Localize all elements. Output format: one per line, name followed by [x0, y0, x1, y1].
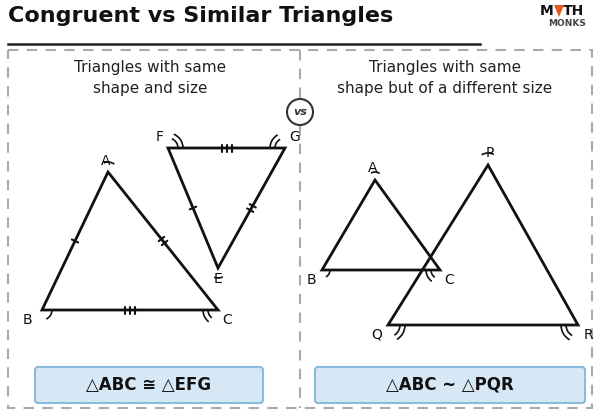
Text: Triangles with same
shape and size: Triangles with same shape and size: [74, 60, 226, 96]
Text: Triangles with same
shape but of a different size: Triangles with same shape but of a diffe…: [337, 60, 553, 96]
Text: △ABC ~ △PQR: △ABC ~ △PQR: [386, 376, 514, 394]
Text: M: M: [540, 4, 554, 18]
Text: MONKS: MONKS: [548, 19, 586, 28]
Text: C: C: [444, 273, 454, 287]
Text: B: B: [22, 313, 32, 327]
Text: F: F: [156, 130, 164, 144]
Circle shape: [287, 99, 313, 125]
Text: G: G: [289, 130, 300, 144]
FancyBboxPatch shape: [35, 367, 263, 403]
Text: A: A: [101, 154, 111, 168]
Text: △ABC ≅ △EFG: △ABC ≅ △EFG: [86, 376, 212, 394]
Text: C: C: [222, 313, 232, 327]
Text: Congruent vs Similar Triangles: Congruent vs Similar Triangles: [8, 6, 393, 26]
Text: R: R: [584, 328, 593, 342]
Text: E: E: [214, 272, 223, 286]
Text: A: A: [368, 161, 378, 175]
FancyBboxPatch shape: [315, 367, 585, 403]
Text: TH: TH: [563, 4, 584, 18]
Polygon shape: [554, 5, 564, 17]
FancyBboxPatch shape: [8, 50, 592, 408]
Text: vs: vs: [293, 107, 307, 117]
Text: Q: Q: [371, 328, 382, 342]
Text: P: P: [486, 146, 494, 160]
Text: B: B: [307, 273, 316, 287]
